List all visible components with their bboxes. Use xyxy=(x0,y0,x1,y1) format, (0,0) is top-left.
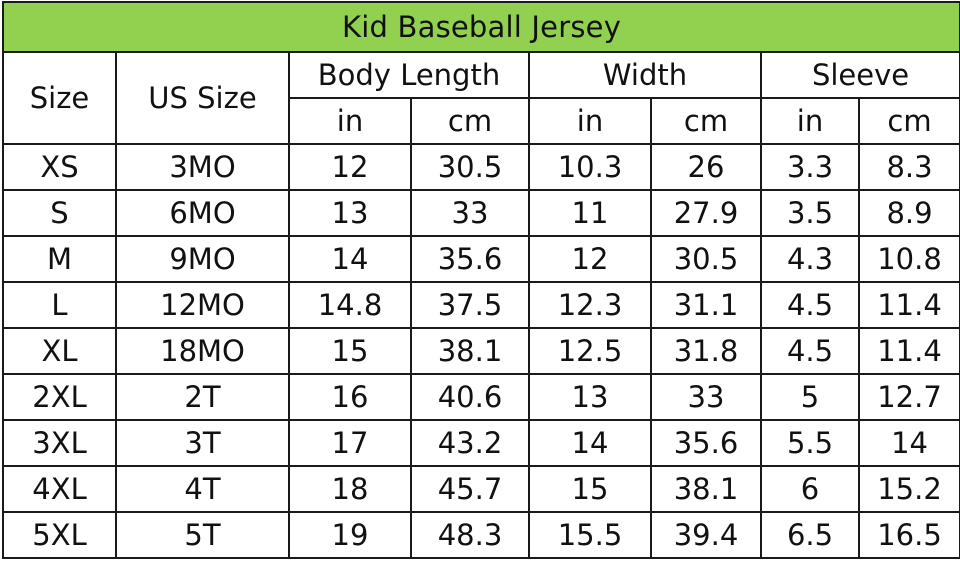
cell-width-in: 13 xyxy=(528,373,652,421)
cell-width-in: 12 xyxy=(528,235,652,283)
cell-sleeve-in: 6.5 xyxy=(760,511,860,559)
header-unit-width-cm: cm xyxy=(650,97,762,145)
header-us-size: US Size xyxy=(115,51,290,145)
cell-sleeve-cm: 16.5 xyxy=(857,511,960,559)
cell-width-cm: 30.5 xyxy=(650,235,762,283)
cell-size: S xyxy=(2,189,117,237)
cell-us-size: 2T xyxy=(115,373,290,421)
header-width: Width xyxy=(528,51,762,99)
cell-sleeve-in: 4.5 xyxy=(760,281,860,329)
cell-body-length-in: 18 xyxy=(288,465,412,513)
cell-size: 4XL xyxy=(2,465,117,513)
cell-body-length-in: 19 xyxy=(288,511,412,559)
table-row: 5XL 5T 19 48.3 15.5 39.4 6.5 16.5 xyxy=(2,511,960,559)
cell-body-length-in: 12 xyxy=(288,143,412,191)
cell-width-cm: 26 xyxy=(650,143,762,191)
cell-us-size: 3MO xyxy=(115,143,290,191)
cell-body-length-cm: 43.2 xyxy=(410,419,530,467)
cell-us-size: 12MO xyxy=(115,281,290,329)
cell-size: XL xyxy=(2,327,117,375)
cell-us-size: 4T xyxy=(115,465,290,513)
cell-sleeve-cm: 11.4 xyxy=(857,327,960,375)
cell-width-in: 11 xyxy=(528,189,652,237)
cell-body-length-in: 16 xyxy=(288,373,412,421)
cell-body-length-cm: 38.1 xyxy=(410,327,530,375)
cell-sleeve-cm: 8.9 xyxy=(857,189,960,237)
header-unit-sleeve-in: in xyxy=(760,97,860,145)
cell-body-length-cm: 33 xyxy=(410,189,530,237)
cell-sleeve-in: 5 xyxy=(760,373,860,421)
cell-width-in: 10.3 xyxy=(528,143,652,191)
cell-body-length-in: 14 xyxy=(288,235,412,283)
cell-sleeve-in: 6 xyxy=(760,465,860,513)
header-body-length: Body Length xyxy=(288,51,530,99)
cell-us-size: 6MO xyxy=(115,189,290,237)
header-sleeve: Sleeve xyxy=(759,51,960,99)
cell-sleeve-cm: 14 xyxy=(857,419,960,467)
cell-size: 3XL xyxy=(2,419,117,467)
cell-width-cm: 39.4 xyxy=(650,511,762,559)
cell-sleeve-cm: 8.3 xyxy=(857,143,960,191)
cell-body-length-cm: 48.3 xyxy=(410,511,530,559)
table-row: XL 18MO 15 38.1 12.5 31.8 4.5 11.4 xyxy=(2,327,960,375)
cell-sleeve-in: 4.5 xyxy=(760,327,860,375)
cell-sleeve-in: 5.5 xyxy=(760,419,860,467)
cell-body-length-in: 13 xyxy=(288,189,412,237)
cell-size: M xyxy=(2,235,117,283)
header-unit-body-cm: cm xyxy=(410,97,530,145)
cell-body-length-cm: 45.7 xyxy=(410,465,530,513)
table-row: S 6MO 13 33 11 27.9 3.5 8.9 xyxy=(2,189,960,237)
cell-sleeve-in: 3.5 xyxy=(760,189,860,237)
cell-body-length-in: 14.8 xyxy=(288,281,412,329)
cell-us-size: 18MO xyxy=(115,327,290,375)
cell-body-length-cm: 30.5 xyxy=(410,143,530,191)
cell-body-length-cm: 40.6 xyxy=(410,373,530,421)
cell-sleeve-cm: 12.7 xyxy=(857,373,960,421)
table-row: M 9MO 14 35.6 12 30.5 4.3 10.8 xyxy=(2,235,960,283)
cell-body-length-in: 15 xyxy=(288,327,412,375)
cell-width-in: 12.3 xyxy=(528,281,652,329)
header-size: Size xyxy=(2,51,117,145)
chart-title: Kid Baseball Jersey xyxy=(1,1,960,53)
table-row: XS 3MO 12 30.5 10.3 26 3.3 8.3 xyxy=(2,143,960,191)
cell-size: XS xyxy=(2,143,117,191)
cell-width-in: 12.5 xyxy=(528,327,652,375)
cell-width-cm: 33 xyxy=(650,373,762,421)
cell-sleeve-in: 4.3 xyxy=(760,235,860,283)
cell-width-cm: 38.1 xyxy=(650,465,762,513)
cell-us-size: 5T xyxy=(115,511,290,559)
cell-width-in: 15.5 xyxy=(528,511,652,559)
cell-us-size: 3T xyxy=(115,419,290,467)
header-unit-body-in: in xyxy=(288,97,412,145)
cell-body-length-in: 17 xyxy=(288,419,412,467)
header-unit-width-in: in xyxy=(528,97,652,145)
table-row: 4XL 4T 18 45.7 15 38.1 6 15.2 xyxy=(2,465,960,513)
table-row: L 12MO 14.8 37.5 12.3 31.1 4.5 11.4 xyxy=(2,281,960,329)
header-unit-sleeve-cm: cm xyxy=(857,97,960,145)
cell-width-cm: 31.1 xyxy=(650,281,762,329)
cell-width-in: 15 xyxy=(528,465,652,513)
cell-width-cm: 31.8 xyxy=(650,327,762,375)
cell-body-length-cm: 35.6 xyxy=(410,235,530,283)
cell-size: 2XL xyxy=(2,373,117,421)
cell-width-cm: 35.6 xyxy=(650,419,762,467)
cell-sleeve-in: 3.3 xyxy=(760,143,860,191)
cell-width-in: 14 xyxy=(528,419,652,467)
cell-sleeve-cm: 11.4 xyxy=(857,281,960,329)
cell-body-length-cm: 37.5 xyxy=(410,281,530,329)
cell-sleeve-cm: 15.2 xyxy=(857,465,960,513)
cell-size: L xyxy=(2,281,117,329)
table-row: 3XL 3T 17 43.2 14 35.6 5.5 14 xyxy=(2,419,960,467)
size-chart-table: Kid Baseball Jersey Size US Size Body Le… xyxy=(1,1,960,559)
table-row: 2XL 2T 16 40.6 13 33 5 12.7 xyxy=(2,373,960,421)
cell-width-cm: 27.9 xyxy=(650,189,762,237)
cell-sleeve-cm: 10.8 xyxy=(857,235,960,283)
cell-size: 5XL xyxy=(2,511,117,559)
cell-us-size: 9MO xyxy=(115,235,290,283)
